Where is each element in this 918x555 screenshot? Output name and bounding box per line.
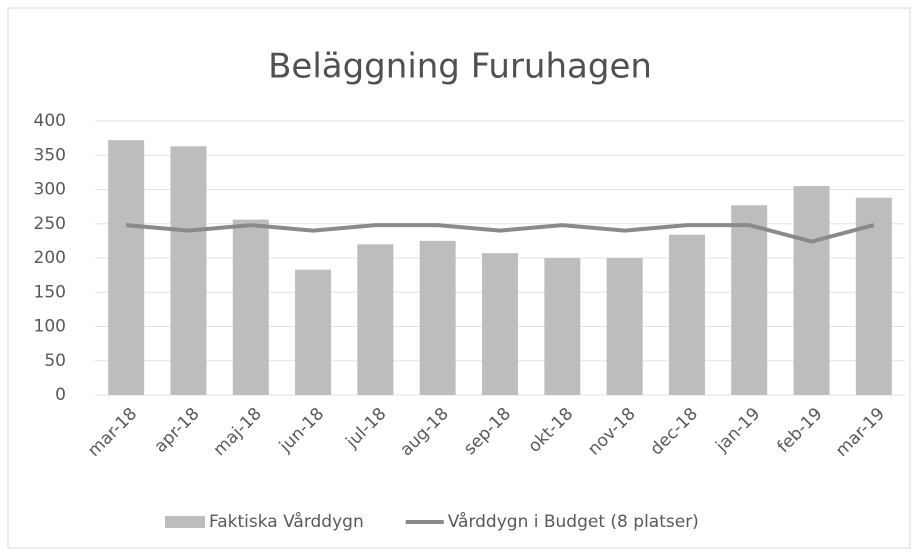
bar <box>668 234 705 395</box>
y-tick-label: 400 <box>34 111 66 131</box>
bar <box>606 258 643 395</box>
y-tick-label: 150 <box>34 282 66 302</box>
legend-label: Faktiska Vårddygn <box>209 511 364 532</box>
legend-label: Vårddygn i Budget (8 platser) <box>448 511 699 532</box>
bar <box>793 186 830 395</box>
y-tick-label: 200 <box>34 248 66 268</box>
bar <box>108 140 145 395</box>
bar <box>544 258 581 395</box>
bar <box>855 197 892 395</box>
y-tick-label: 250 <box>34 214 66 234</box>
bar <box>232 219 269 395</box>
bar <box>295 269 332 395</box>
bar <box>482 253 518 395</box>
y-tick-label: 100 <box>34 317 66 337</box>
bar <box>731 205 768 395</box>
chart-title: Beläggning Furuhagen <box>268 47 652 87</box>
y-tick-label: 350 <box>34 145 66 165</box>
y-tick-label: 300 <box>34 180 66 200</box>
y-tick-label: 0 <box>55 385 66 405</box>
budget-line <box>125 223 875 244</box>
bar <box>419 240 456 395</box>
legend-swatch <box>165 516 205 528</box>
bar <box>357 244 394 395</box>
bar <box>170 146 207 395</box>
y-tick-label: 50 <box>44 351 66 371</box>
